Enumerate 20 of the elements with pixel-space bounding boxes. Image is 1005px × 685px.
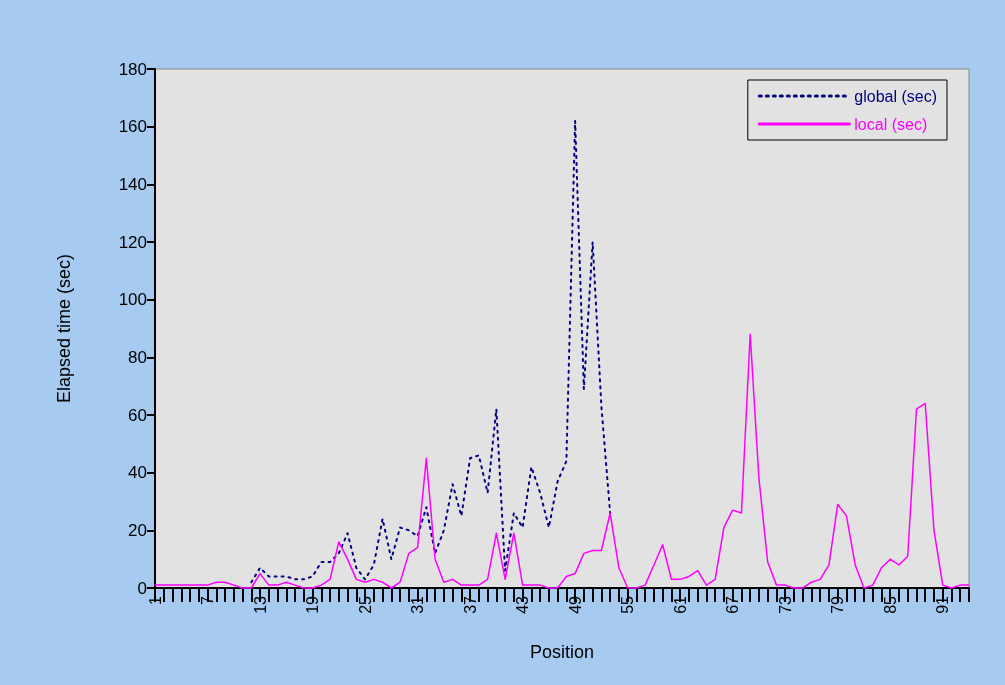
x-tick-label: 67 (724, 595, 742, 614)
y-tick-label: 60 (128, 405, 147, 425)
y-tick-label: 0 (137, 578, 147, 598)
x-tick-label: 37 (461, 595, 479, 614)
y-tick-label: 100 (118, 290, 147, 310)
x-tick-label: 61 (671, 595, 689, 614)
y-tick-label: 140 (118, 174, 147, 194)
x-tick-label: 91 (934, 595, 952, 614)
line-series (250, 119, 612, 584)
y-tick-label: 180 (118, 59, 147, 79)
text: local (sec) (854, 115, 928, 133)
x-axis-title: Position (529, 642, 595, 662)
x-tick-label: 31 (409, 595, 427, 614)
y-tick-label: 160 (118, 117, 147, 137)
y-axis-title: Elapsed time (sec) (54, 253, 74, 404)
y-tick-label: 40 (128, 463, 147, 483)
y-tick-label: 80 (128, 347, 147, 367)
y-tick-label: 120 (118, 232, 147, 252)
text: global (sec) (854, 87, 937, 105)
y-tick-label: 20 (128, 520, 147, 540)
